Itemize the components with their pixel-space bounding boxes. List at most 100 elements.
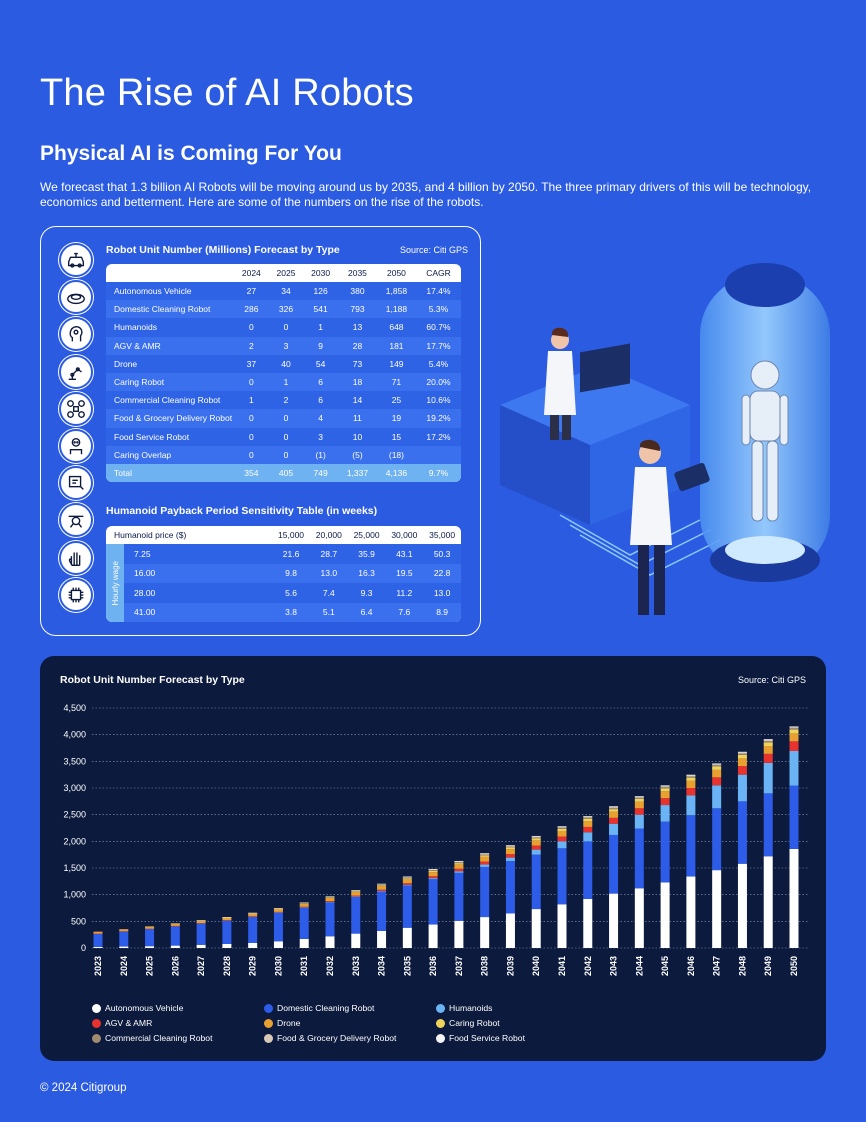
table-cell: Commercial Cleaning Robot [106,391,234,410]
bar-segment [351,891,361,893]
bar-segment [789,726,799,728]
x-tick-label: 2028 [222,956,232,976]
x-tick-label: 2039 [505,956,515,976]
table-cell: 21.6 [272,544,310,564]
bar-segment [609,811,619,818]
bar-segment [712,870,722,948]
legend-item: Humanoids [436,1002,608,1014]
bar-segment [299,906,309,908]
table-cell: 648 [376,318,416,337]
bar-segment [789,728,799,730]
forecast-table-title: Robot Unit Number (Millions) Forecast by… [106,244,340,256]
table-cell: 73 [337,354,377,373]
table-cell: 126 [303,282,338,301]
robot-hand-icon [59,540,93,575]
bar-segment [428,924,438,948]
legend-label: AGV & AMR [105,1018,153,1028]
bar-segment [557,836,567,842]
bar-segment [299,907,309,939]
legend-label: Drone [277,1018,301,1028]
x-tick-label: 2043 [609,956,619,976]
table-cell: 380 [337,282,377,301]
x-tick-label: 2034 [377,956,387,976]
bar-segment [583,816,593,818]
x-tick-label: 2040 [531,956,541,976]
payback-header-cell: 35,000 [429,530,456,540]
caring-robot-icon [59,428,93,463]
bar-segment [377,885,387,887]
bar-segment [402,927,412,948]
table-cell: Total [106,463,234,483]
payback-header-cell: 30,000 [391,530,418,540]
table-cell: 43.1 [385,544,424,564]
table-cell: 13.0 [309,563,348,583]
intro-paragraph: We forecast that 1.3 billion AI Robots w… [40,180,812,209]
table-cell: 9 [303,336,338,355]
forecast-header-cell: 2030 [311,268,331,278]
table-row: 16.00 9.8 13.0 16.3 19.5 22.8 [106,563,461,583]
table-cell: 18 [337,372,377,392]
table-cell: 20.0% [415,372,461,392]
bar-segment [505,846,515,848]
legend-swatch [92,1003,101,1013]
bar-segment [660,821,670,883]
bar-segment [428,870,438,871]
table-row: Food Service Robot 0 0 3 10 15 17.2% [106,427,461,446]
bar-segment [557,904,567,948]
bar-segment [196,944,206,948]
payback-table-title: Humanoid Payback Period Sensitivity Tabl… [106,505,378,517]
bar-segment [505,857,515,862]
payback-table: Humanoid price ($) 15,000 20,000 25,000 30,0… [106,526,461,622]
bar-segment [557,826,567,828]
legend-swatch [436,1018,445,1028]
bar-segment [428,876,438,879]
table-cell: 0 [268,427,304,446]
table-row: Hourly wage 7.25 21.6 28.7 35.9 43.1 50.3 [106,544,461,622]
table-cell: 3 [268,336,304,355]
bar-segment [325,936,335,948]
y-tick-label: 500 [71,916,86,926]
bar-segment [634,796,644,797]
bar-segment [789,741,799,751]
bar-segment [531,845,541,850]
bar-segment [377,884,387,886]
table-cell: 0 [234,409,269,428]
bar-segment [454,868,464,872]
chart-plot: 0 500 1,000 1,500 2,000 2,500 3,000 3,500 4,000 4… [63,703,808,976]
x-tick-label: 2025 [145,956,155,976]
table-cell: 541 [303,300,338,319]
bar-segment [480,854,490,856]
bar-segment [609,834,619,894]
bar-segment [222,917,232,921]
x-tick-label: 2026 [170,956,180,976]
table-cell: 71 [376,372,416,392]
bar-segment [93,933,103,947]
y-tick-label: 4,000 [63,730,86,740]
table-cell: 405 [268,463,304,483]
total-row: Total 354 405 749 1,337 4,136 9.7% [106,463,461,483]
bar-segment [763,741,773,743]
bar-segment [402,885,412,928]
table-row: Drone 37 40 54 73 149 5.4% [106,354,461,373]
bar-segment [712,766,722,770]
bar-segment [170,945,180,948]
bar-segment [531,838,541,841]
table-row: Autonomous Vehicle 27 34 126 380 1,858 17.4% [106,282,461,301]
table-cell: 1,337 [337,463,377,483]
bar-segment [480,861,490,865]
bar-segment [531,849,541,855]
table-cell: 19.5 [385,563,424,583]
bar-segment [531,840,541,846]
table-cell: 15 [376,427,416,446]
table-cell: 5.3% [415,300,461,319]
bar-segment [377,891,387,931]
table-row: Domestic Cleaning Robot 286 326 541 793 1,188… [106,300,461,319]
table-cell: 4 [303,409,338,428]
y-tick-label: 2,500 [63,810,86,820]
bar-segment [119,929,129,932]
table-cell: 16.3 [347,563,386,583]
table-cell: 17.7% [415,336,461,355]
bar-segment [609,817,619,824]
table-row: 28.00 5.6 7.4 9.3 11.2 13.0 [106,583,461,603]
bar-segment [428,879,438,925]
